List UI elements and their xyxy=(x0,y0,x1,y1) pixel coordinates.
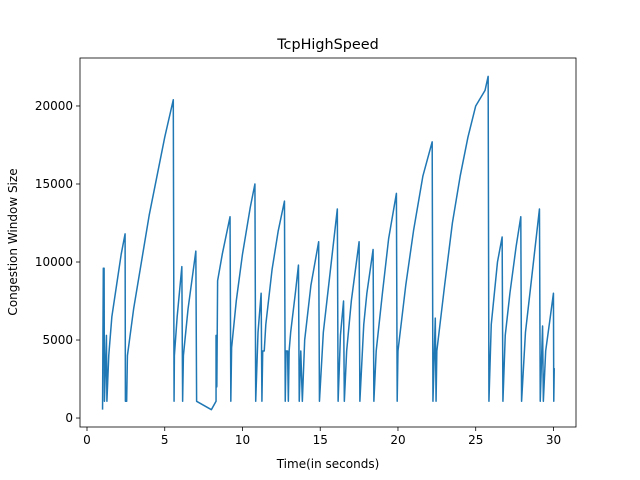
y-tick-label: 20000 xyxy=(35,99,73,113)
x-tick-label: 10 xyxy=(235,433,250,447)
x-tick-label: 0 xyxy=(83,433,91,447)
x-tick-label: 30 xyxy=(546,433,561,447)
x-tick-label: 25 xyxy=(468,433,483,447)
y-tick-label: 5000 xyxy=(42,333,73,347)
y-tick-label: 10000 xyxy=(35,255,73,269)
x-tick-label: 15 xyxy=(313,433,328,447)
x-tick-label: 20 xyxy=(390,433,405,447)
data-line xyxy=(101,75,555,411)
x-axis-label: Time(in seconds) xyxy=(276,457,380,471)
y-tick-label: 15000 xyxy=(35,177,73,191)
y-tick-label: 0 xyxy=(65,411,73,425)
plot-frame xyxy=(79,57,577,428)
x-tick-label: 5 xyxy=(161,433,169,447)
chart-title: TcpHighSpeed xyxy=(276,37,379,53)
y-axis-label: Congestion Window Size xyxy=(6,168,20,315)
